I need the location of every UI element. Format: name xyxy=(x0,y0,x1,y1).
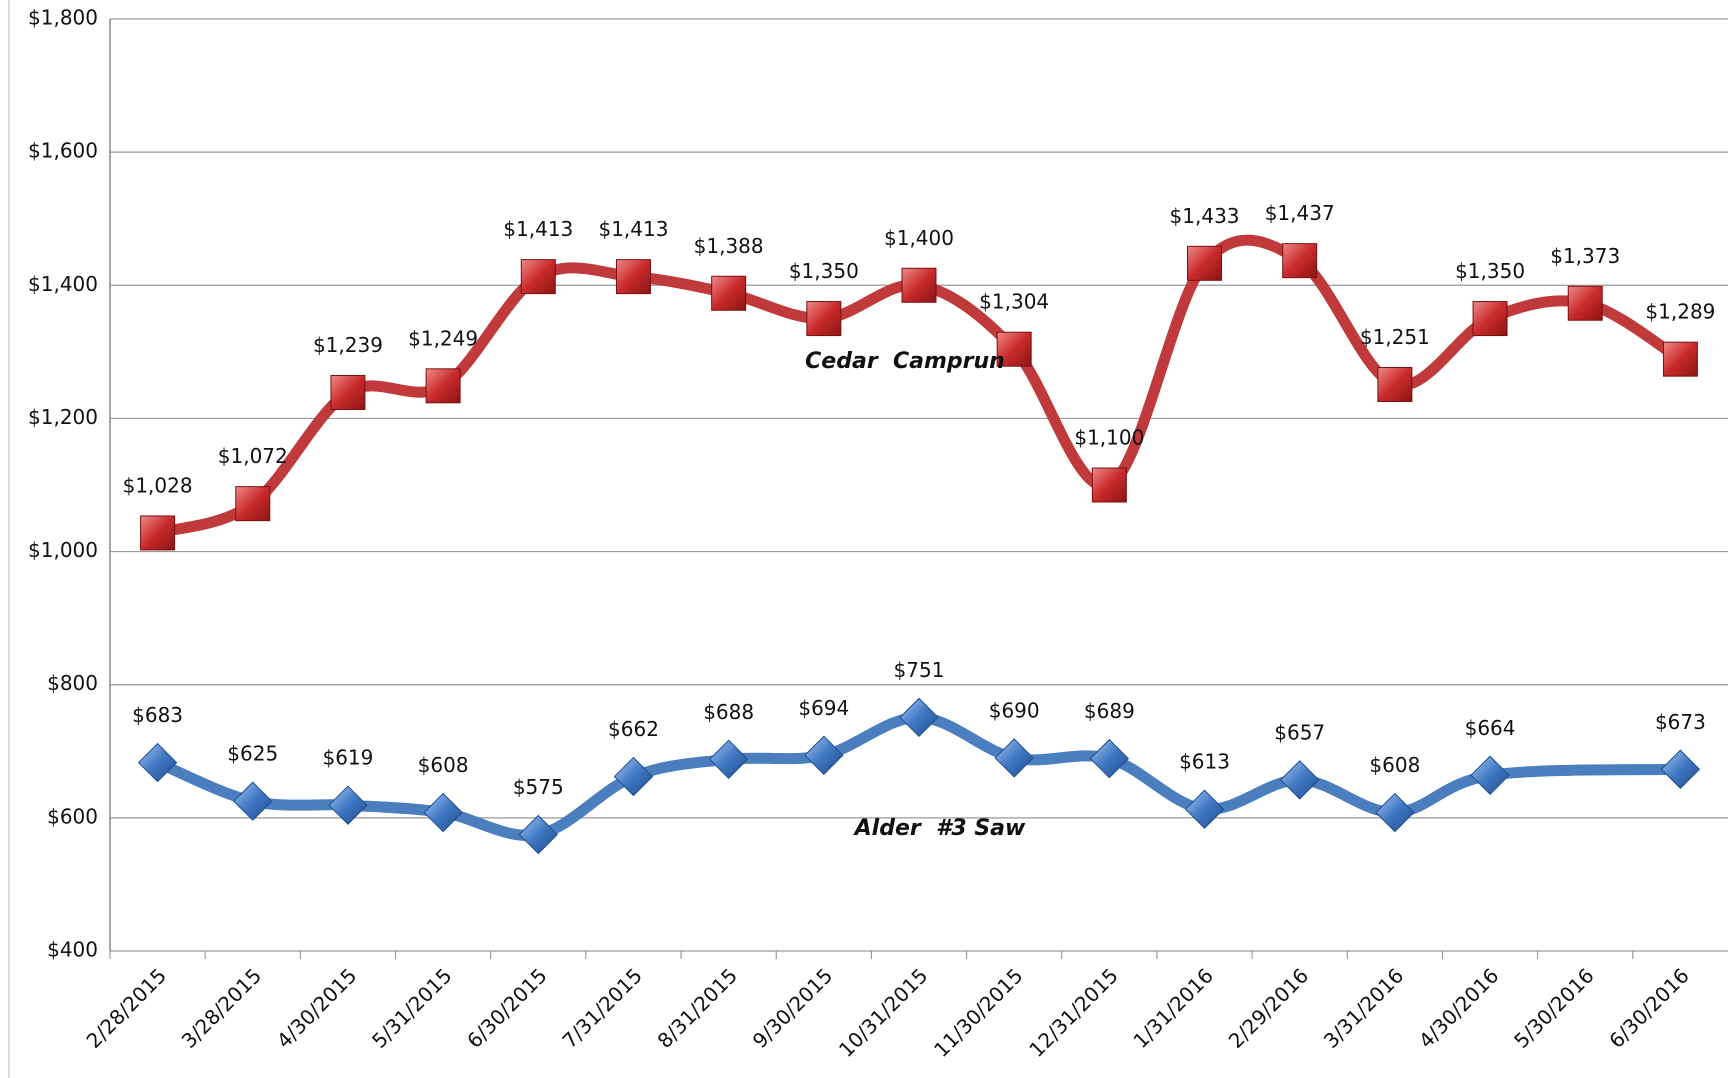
series-line xyxy=(152,711,1686,841)
series-label: Cedar Camprun xyxy=(805,349,1005,374)
x-tick-label: 3/31/2016 xyxy=(1319,963,1408,1052)
data-label: $575 xyxy=(513,775,564,799)
data-label: $1,100 xyxy=(1074,426,1144,450)
data-label: $1,413 xyxy=(503,217,573,241)
marker-square xyxy=(1662,341,1698,377)
data-label: $1,388 xyxy=(694,234,764,258)
data-label: $1,373 xyxy=(1550,244,1620,268)
marker-square xyxy=(806,301,842,337)
x-tick-label: 5/31/2015 xyxy=(367,963,456,1052)
marker-diamond xyxy=(994,738,1034,778)
x-tick-label: 5/30/2016 xyxy=(1509,963,1598,1052)
marker-diamond xyxy=(137,742,178,783)
y-tick-label: $1,600 xyxy=(28,139,98,163)
marker-diamond xyxy=(899,697,939,738)
marker-diamond xyxy=(1660,749,1701,789)
data-label: $673 xyxy=(1655,710,1706,734)
x-tick-label: 12/31/2015 xyxy=(1024,963,1122,1061)
x-tick-label: 10/31/2015 xyxy=(834,963,932,1061)
x-tick-label: 2/29/2016 xyxy=(1224,963,1313,1052)
data-label: $694 xyxy=(798,696,849,720)
data-label: $688 xyxy=(703,700,754,724)
data-label: $689 xyxy=(1084,699,1135,723)
y-tick-label: $800 xyxy=(47,671,98,695)
x-tick-label: 7/31/2015 xyxy=(557,963,646,1052)
marker-square xyxy=(1091,467,1127,503)
data-label: $1,433 xyxy=(1170,204,1240,228)
y-tick-label: $1,200 xyxy=(28,405,98,429)
marker-square xyxy=(425,368,461,404)
data-label: $751 xyxy=(894,658,945,682)
y-tick-label: $600 xyxy=(47,804,98,828)
series-label: Alder #3 Saw xyxy=(853,816,1026,841)
data-label: $625 xyxy=(227,742,278,766)
data-label: $664 xyxy=(1465,716,1516,740)
marker-square xyxy=(1187,245,1223,281)
x-tick-label: 6/30/2015 xyxy=(462,963,551,1052)
marker-diamond xyxy=(804,735,844,775)
marker-square xyxy=(901,267,937,303)
data-label: $1,437 xyxy=(1265,201,1335,225)
data-label: $1,028 xyxy=(123,473,193,497)
marker-diamond xyxy=(613,756,654,797)
data-label: $1,249 xyxy=(408,326,478,350)
marker-diamond xyxy=(423,792,463,833)
marker-square xyxy=(235,486,271,522)
marker-diamond xyxy=(1280,760,1320,800)
marker-square xyxy=(330,374,366,410)
x-tick-label: 11/30/2015 xyxy=(929,963,1027,1061)
marker-diamond xyxy=(233,781,273,821)
x-tick-label: 2/28/2015 xyxy=(82,963,171,1052)
data-label: $608 xyxy=(418,753,469,777)
marker-square xyxy=(1472,301,1508,337)
marker-diamond xyxy=(1375,792,1415,833)
marker-diamond xyxy=(518,814,559,855)
marker-diamond xyxy=(1470,755,1510,795)
data-label: $1,350 xyxy=(1455,259,1525,283)
x-tick-label: 4/30/2015 xyxy=(272,963,361,1052)
y-tick-label: $1,800 xyxy=(28,6,98,30)
data-label: $690 xyxy=(989,698,1040,722)
x-tick-label: 3/28/2015 xyxy=(177,963,266,1052)
marker-diamond xyxy=(328,785,368,825)
data-label: $1,304 xyxy=(979,290,1049,314)
data-label: $662 xyxy=(608,717,659,741)
y-tick-label: $400 xyxy=(47,938,98,962)
x-tick-label: 4/30/2016 xyxy=(1414,963,1503,1052)
data-label: $683 xyxy=(132,703,183,727)
data-label: $1,289 xyxy=(1645,300,1715,324)
data-label: $608 xyxy=(1369,753,1420,777)
marker-square xyxy=(1282,243,1318,279)
y-tick-label: $1,400 xyxy=(28,272,98,296)
data-label: $1,072 xyxy=(218,444,288,468)
marker-square xyxy=(1567,285,1603,321)
x-tick-label: 1/31/2016 xyxy=(1128,963,1217,1052)
x-tick-label: 8/31/2015 xyxy=(653,963,742,1052)
y-tick-label: $1,000 xyxy=(28,538,98,562)
data-label: $1,239 xyxy=(313,333,383,357)
data-label: $1,413 xyxy=(598,217,668,241)
marker-diamond xyxy=(708,739,749,779)
x-tick-label: 9/30/2015 xyxy=(748,963,837,1052)
data-label: $619 xyxy=(322,746,373,770)
marker-diamond xyxy=(1089,738,1130,779)
marker-square xyxy=(520,259,556,295)
marker-square xyxy=(1377,366,1413,402)
marker-square xyxy=(615,259,651,295)
data-label: $1,251 xyxy=(1360,325,1430,349)
marker-square xyxy=(140,515,176,551)
marker-square xyxy=(711,275,747,311)
data-label: $613 xyxy=(1179,750,1230,774)
data-label: $657 xyxy=(1274,720,1325,744)
data-label: $1,400 xyxy=(884,226,954,250)
marker-diamond xyxy=(1184,789,1225,829)
x-tick-label: 6/30/2016 xyxy=(1604,963,1693,1052)
marker-square xyxy=(996,331,1032,367)
data-label: $1,350 xyxy=(789,259,859,283)
